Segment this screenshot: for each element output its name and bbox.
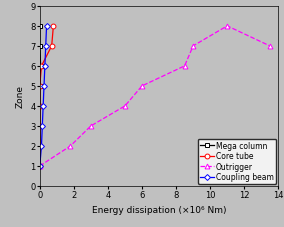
- Mega column: [38, 125, 41, 128]
- Core tube: [40, 65, 43, 68]
- Outrigger: [191, 45, 195, 48]
- Mega column: [38, 85, 41, 88]
- Outrigger: [183, 65, 186, 68]
- Core tube: [52, 25, 55, 28]
- Coupling beam: [41, 125, 44, 128]
- Outrigger: [38, 165, 41, 168]
- Coupling beam: [42, 85, 46, 88]
- Coupling beam: [41, 105, 45, 108]
- Line: Outrigger: Outrigger: [37, 24, 272, 169]
- Coupling beam: [44, 45, 47, 48]
- Legend: Mega column, Core tube, Outrigger, Coupling beam: Mega column, Core tube, Outrigger, Coupl…: [198, 139, 276, 184]
- Mega column: [38, 145, 41, 148]
- Line: Coupling beam: Coupling beam: [38, 25, 49, 168]
- Outrigger: [225, 25, 229, 28]
- Core tube: [38, 125, 41, 128]
- Core tube: [38, 165, 41, 168]
- Coupling beam: [45, 25, 48, 28]
- Mega column: [38, 25, 41, 28]
- Core tube: [50, 45, 53, 48]
- Y-axis label: Zone: Zone: [16, 85, 25, 108]
- Outrigger: [89, 125, 93, 128]
- Coupling beam: [38, 165, 41, 168]
- Core tube: [38, 105, 41, 108]
- Mega column: [39, 65, 42, 68]
- Core tube: [38, 85, 41, 88]
- Core tube: [38, 145, 41, 148]
- Mega column: [38, 165, 41, 168]
- X-axis label: Energy dissipation (×10⁶ Nm): Energy dissipation (×10⁶ Nm): [92, 205, 226, 214]
- Outrigger: [69, 145, 72, 148]
- Line: Core tube: Core tube: [37, 24, 56, 169]
- Outrigger: [123, 105, 127, 108]
- Coupling beam: [40, 145, 43, 148]
- Outrigger: [268, 45, 272, 48]
- Mega column: [38, 45, 41, 48]
- Line: Mega column: Mega column: [37, 24, 43, 169]
- Mega column: [38, 105, 41, 108]
- Outrigger: [140, 85, 144, 88]
- Coupling beam: [43, 65, 47, 68]
